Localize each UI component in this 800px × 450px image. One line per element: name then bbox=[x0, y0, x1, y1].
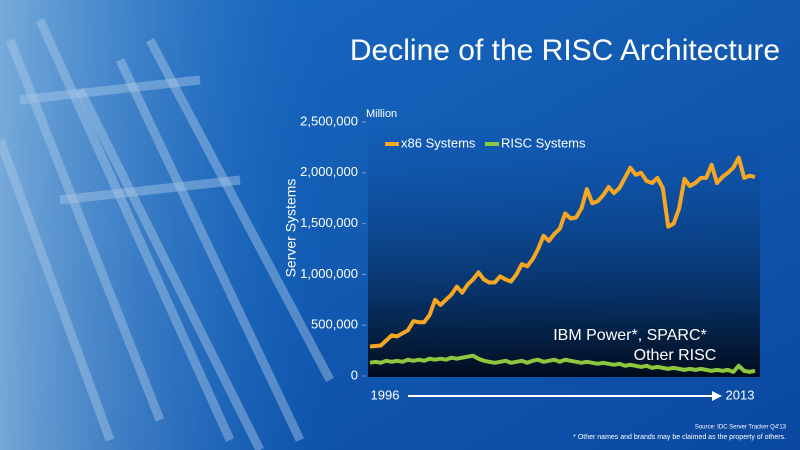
annotation: IBM Power*, SPARC* bbox=[553, 327, 707, 344]
y-unit-label: Million bbox=[366, 108, 397, 120]
legend-label: x86 Systems bbox=[401, 135, 476, 150]
y-tick-label: 1,500,000 bbox=[300, 215, 358, 230]
legend-label: RISC Systems bbox=[501, 135, 586, 150]
plot-area bbox=[368, 128, 760, 377]
x-tick-label: 2013 bbox=[726, 387, 755, 402]
chart-title: Decline of the RISC Architecture bbox=[350, 34, 780, 67]
y-tick-label: 500,000 bbox=[311, 317, 358, 332]
y-tick-label: 0 bbox=[351, 367, 358, 382]
series-line bbox=[369, 353, 756, 374]
footnote: * Other names and brands may be claimed … bbox=[573, 434, 786, 441]
series-line bbox=[369, 155, 756, 349]
source: Source: IDC Server Tracker Q4'13 bbox=[695, 425, 787, 431]
y-axis-title: Server Systems bbox=[283, 179, 299, 278]
x-tick-label: 1996 bbox=[371, 387, 400, 402]
y-tick-label: 2,000,000 bbox=[300, 164, 358, 179]
x-arrow-head bbox=[712, 391, 722, 401]
y-tick-label: 2,500,000 bbox=[300, 113, 358, 128]
chip-artwork bbox=[0, 0, 334, 450]
annotation: Other RISC bbox=[634, 347, 717, 364]
y-tick-label: 1,000,000 bbox=[300, 266, 358, 281]
